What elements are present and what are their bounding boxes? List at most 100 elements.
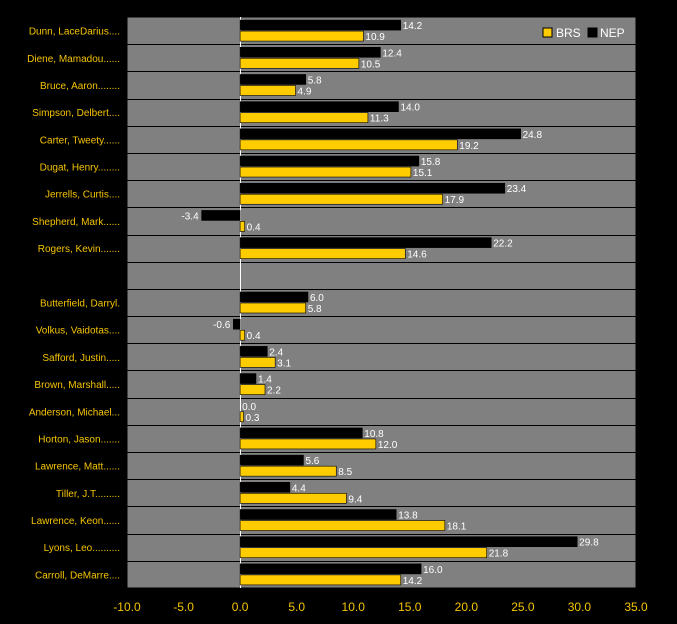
category-label: Butterfield, Darryl. [40,299,120,310]
nep-bar [239,101,399,112]
x-tick-label: 20.0 [455,600,479,614]
brs-bar [239,384,266,395]
nep-bar [239,346,268,357]
brs-bar [239,112,369,123]
category-label: Tiller, J.T......... [56,489,120,500]
brs-value-label: 4.9 [298,86,312,97]
brs-bar [239,493,347,504]
category-label: Lyons, Leo.......... [44,543,120,554]
category-label: Shepherd, Mark...... [32,217,120,228]
x-tick-label: 10.0 [342,600,366,614]
brs-value-label: 0.4 [247,331,261,342]
x-tick-label: 30.0 [568,600,592,614]
nep-bar [233,318,241,330]
nep-bar [239,182,506,194]
nep-bar [239,291,309,303]
brs-bar [239,30,364,42]
nep-value-label: 0.0 [242,402,256,413]
brs-value-label: 19.2 [459,141,479,152]
category-label: Volkus, Vaidotas.... [36,326,120,337]
brs-bar [239,329,245,341]
nep-value-label: 14.0 [400,103,420,114]
nep-bar [239,46,381,58]
nep-value-label: 5.8 [308,75,322,86]
category-label: Dugat, Henry........ [40,163,120,174]
nep-value-label: 13.8 [398,511,418,522]
nep-bar [239,454,304,466]
brs-bar [239,193,443,205]
nep-value-label: 5.6 [305,456,319,467]
nep-bar [239,563,422,575]
nep-value-label: 6.0 [310,293,324,304]
brs-bar [239,139,458,151]
brs-bar [239,302,307,314]
nep-bar [239,509,397,520]
category-label: Carroll, DeMarre.... [35,570,120,581]
brs-value-label: 0.4 [247,222,261,233]
nep-value-label: -0.6 [213,320,231,331]
legend-swatch-brs [542,27,553,38]
brs-value-label: 3.1 [277,358,291,369]
nep-bar [239,482,291,493]
brs-bar [239,166,412,178]
category-label: Carter, Tweety...... [40,135,120,146]
category-label: Diene, Mamadou...... [27,54,120,65]
legend-swatch-nep [587,27,598,38]
nep-value-label: 1.4 [258,375,272,386]
brs-value-label: 5.8 [308,304,322,315]
category-label: Brown, Marshall..... [34,380,120,391]
category-label: Dunn, LaceDarius.... [29,27,120,38]
nep-bar [239,237,492,248]
category-label: Bruce, Aaron........ [40,81,120,92]
category-label: Anderson, Michael... [29,407,120,418]
nep-value-label: 2.4 [269,347,283,358]
category-label: Simpson, Delbert.... [32,108,120,119]
nep-value-label: 24.8 [523,130,543,141]
nep-bar [239,74,307,85]
nep-bar [239,128,521,140]
nep-value-label: 12.4 [382,48,402,59]
brs-value-label: 17.9 [445,195,465,206]
category-label: Horton, Jason....... [38,434,120,445]
brs-bar [239,357,276,368]
brs-value-label: 21.8 [489,549,509,560]
category-label: Rogers, Kevin....... [38,244,120,255]
legend-label-brs: BRS [556,26,581,40]
brs-value-label: 10.9 [365,32,385,43]
brs-value-label: 8.5 [338,467,352,478]
brs-bar [239,547,487,559]
plot-area [126,16,637,589]
brs-value-label: 2.2 [267,386,281,397]
category-label: Safford, Justin..... [42,353,120,364]
nep-bar [239,536,578,548]
brs-bar [239,438,377,450]
brs-value-label: 14.2 [403,576,423,587]
nep-value-label: 16.0 [423,565,443,576]
category-label: Lawrence, Matt...... [35,462,120,473]
category-label: Jerrells, Curtis.... [45,190,120,201]
brs-value-label: 10.5 [361,59,381,70]
brs-value-label: 15.1 [413,168,433,179]
brs-value-label: 11.3 [370,114,389,125]
nep-value-label: -3.4 [181,211,199,222]
nep-value-label: 10.8 [364,429,384,440]
x-tick-label: 0.0 [232,600,249,614]
category-label: Lawrence, Keon...... [31,516,120,527]
x-tick-label: -5.0 [173,600,194,614]
brs-bar [239,574,402,586]
nep-value-label: 4.4 [292,483,306,494]
brs-bar [239,465,337,477]
brs-value-label: 0.3 [246,413,260,424]
brs-bar [239,248,406,259]
brs-value-label: 9.4 [348,494,362,505]
x-tick-label: 5.0 [288,600,305,614]
nep-value-label: 23.4 [507,184,527,195]
brs-value-label: 12.0 [378,440,398,451]
x-tick-label: 25.0 [511,600,535,614]
x-tick-label: -10.0 [113,600,141,614]
nep-bar [239,373,257,384]
x-tick-label: 15.0 [398,600,422,614]
brs-bar [239,57,360,69]
nep-bar [201,210,241,221]
